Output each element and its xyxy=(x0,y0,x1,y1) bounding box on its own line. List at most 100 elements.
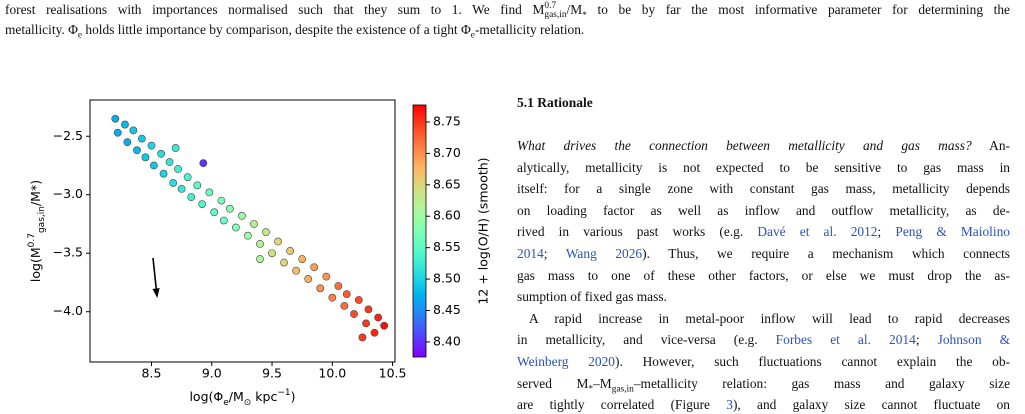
text-line: itself: for a single zone with constant … xyxy=(517,181,1010,197)
scatter-point xyxy=(237,211,246,220)
scatter-point xyxy=(262,228,270,237)
scatter-point xyxy=(183,173,192,182)
x-tick-label: 10.5 xyxy=(379,366,407,381)
text-line: sumption of fixed gas mass. xyxy=(517,289,1010,305)
text-line: in metallicity, and vice-versa (e.g. For… xyxy=(517,332,1010,348)
scatter-point xyxy=(280,258,288,267)
scatter-point xyxy=(169,179,178,187)
scatter-point xyxy=(370,328,379,337)
scatter-point xyxy=(250,220,258,228)
scatter-point xyxy=(304,275,313,283)
citation-link[interactable]: Peng & Maiolino xyxy=(895,224,1010,240)
scatter-point xyxy=(174,165,182,173)
text-run: itself: for a single zone with constant … xyxy=(517,181,1010,197)
scatter-point xyxy=(199,159,208,168)
scatter-point xyxy=(225,204,234,213)
citation-link[interactable]: Wang 2026 xyxy=(565,246,643,261)
scatter-point xyxy=(171,144,180,152)
subscript: gas,in xyxy=(37,206,47,233)
scatter-point xyxy=(177,184,186,193)
y-tick-label: −3.5 xyxy=(53,245,83,260)
colorbar-tick-label: 8.55 xyxy=(433,239,461,254)
colorbar-tick-label: 8.60 xyxy=(433,208,461,223)
scatter-point xyxy=(133,146,141,155)
scatter-point xyxy=(274,237,282,246)
citation-link[interactable]: Weinberg 2020 xyxy=(517,354,616,369)
scatter-point xyxy=(292,266,301,275)
colorbar-tick-label: 8.65 xyxy=(433,176,461,191)
script-text: gas,in xyxy=(611,384,634,395)
text-run: gas mass to one of these other factors, … xyxy=(517,267,1010,283)
text-run: ). Thus, we require a mechanism which co… xyxy=(642,246,1010,261)
scatter-point xyxy=(354,296,363,304)
colorbar-label: 12 + log(O/H) (smooth) xyxy=(476,157,491,304)
scatter-point xyxy=(310,263,319,272)
text-line: on loading factor as well as inflow and … xyxy=(517,203,1010,219)
x-tick-label: 10.0 xyxy=(318,366,346,381)
scatter-point xyxy=(362,319,370,328)
text-run: served M xyxy=(517,375,589,391)
superscript: 0.7 xyxy=(544,1,557,11)
text-run: holds little importance by comparison, d… xyxy=(82,22,471,37)
text-run: rived in various past works (e.g. xyxy=(517,224,758,240)
scatter-point xyxy=(193,181,202,190)
text-run: –M xyxy=(593,375,612,391)
scatter-point xyxy=(380,321,389,330)
text-run: A rapid increase in metal-poor inflow wi… xyxy=(529,310,1010,326)
text-run: –metallicity relation: gas mass and gala… xyxy=(633,375,1011,391)
y-axis-label: log(M0.7gas,in/M*) xyxy=(27,180,47,282)
citation-link[interactable]: 3 xyxy=(726,397,733,413)
scatter-point xyxy=(121,120,129,129)
text-run: An- xyxy=(971,138,1010,153)
plot-frame xyxy=(89,99,396,363)
scatter-point xyxy=(340,301,349,310)
scatter-point xyxy=(328,293,337,302)
label-run: kpc xyxy=(251,389,277,404)
scatter-point xyxy=(358,333,367,342)
scatter-point xyxy=(316,284,325,293)
scatter-point xyxy=(298,255,307,263)
text-line: Weinberg 2020). However, such fluctuatio… xyxy=(517,354,1010,370)
text-run: ), and galaxy size cannot fluctuate on xyxy=(732,397,1010,413)
scatter-point xyxy=(217,196,226,205)
text-run: metallicity. Φ xyxy=(5,22,78,37)
text-run: ; xyxy=(915,332,938,348)
citation-link[interactable]: Forbes et al. 2014 xyxy=(775,332,916,348)
label-run: /M xyxy=(229,389,244,404)
text-run: in metallicity, and vice-versa (e.g. xyxy=(517,332,776,348)
scatter-point xyxy=(198,200,207,208)
text-line: forest realisations with importances nor… xyxy=(5,1,1010,21)
scatter-point xyxy=(286,246,295,255)
scatter-point xyxy=(268,249,276,258)
script-text: * xyxy=(582,10,587,21)
label-run: ) xyxy=(291,389,296,404)
subscript: gas,in xyxy=(544,10,567,20)
script-text: e xyxy=(470,30,475,41)
x-axis-label: log(Φe/M⊙ kpc−1) xyxy=(189,388,295,408)
italic-text: What drives the connection between metal… xyxy=(517,138,972,153)
text-line: served M*–Mgas,in–metallicity relation: … xyxy=(517,375,1011,395)
citation-link[interactable]: Davé et al. 2012 xyxy=(757,224,878,240)
sup-sub: 0.7 gas,in xyxy=(544,1,567,20)
text-line: gas mass to one of these other factors, … xyxy=(517,268,1010,284)
text-run: are tightly correlated (Figure xyxy=(517,397,727,413)
x-tick-label: 9.5 xyxy=(262,366,282,381)
scatter-point xyxy=(137,134,146,143)
script-text: e xyxy=(77,30,83,41)
scatter-point xyxy=(165,158,174,166)
superscript: 0.7 xyxy=(27,233,37,247)
text-run: on loading factor as well as inflow and … xyxy=(517,202,1010,218)
text-run: sumption of fixed gas mass. xyxy=(517,289,667,305)
section-heading: 5.1 Rationale xyxy=(517,95,593,110)
text-line: A rapid increase in metal-poor inflow wi… xyxy=(529,311,1010,327)
scatter-point xyxy=(123,138,132,147)
text-run: /M xyxy=(566,2,583,18)
colorbar-tick-label: 8.45 xyxy=(433,302,461,317)
script-text: e xyxy=(223,398,229,408)
text-run: ). However, such fluctuations cannot exp… xyxy=(615,354,1011,369)
citation-link[interactable]: 2014 xyxy=(517,246,544,261)
citation-link[interactable]: Johnson & xyxy=(937,332,1010,348)
text-run: ; xyxy=(543,246,566,261)
script-text: ⊙ xyxy=(244,398,252,408)
